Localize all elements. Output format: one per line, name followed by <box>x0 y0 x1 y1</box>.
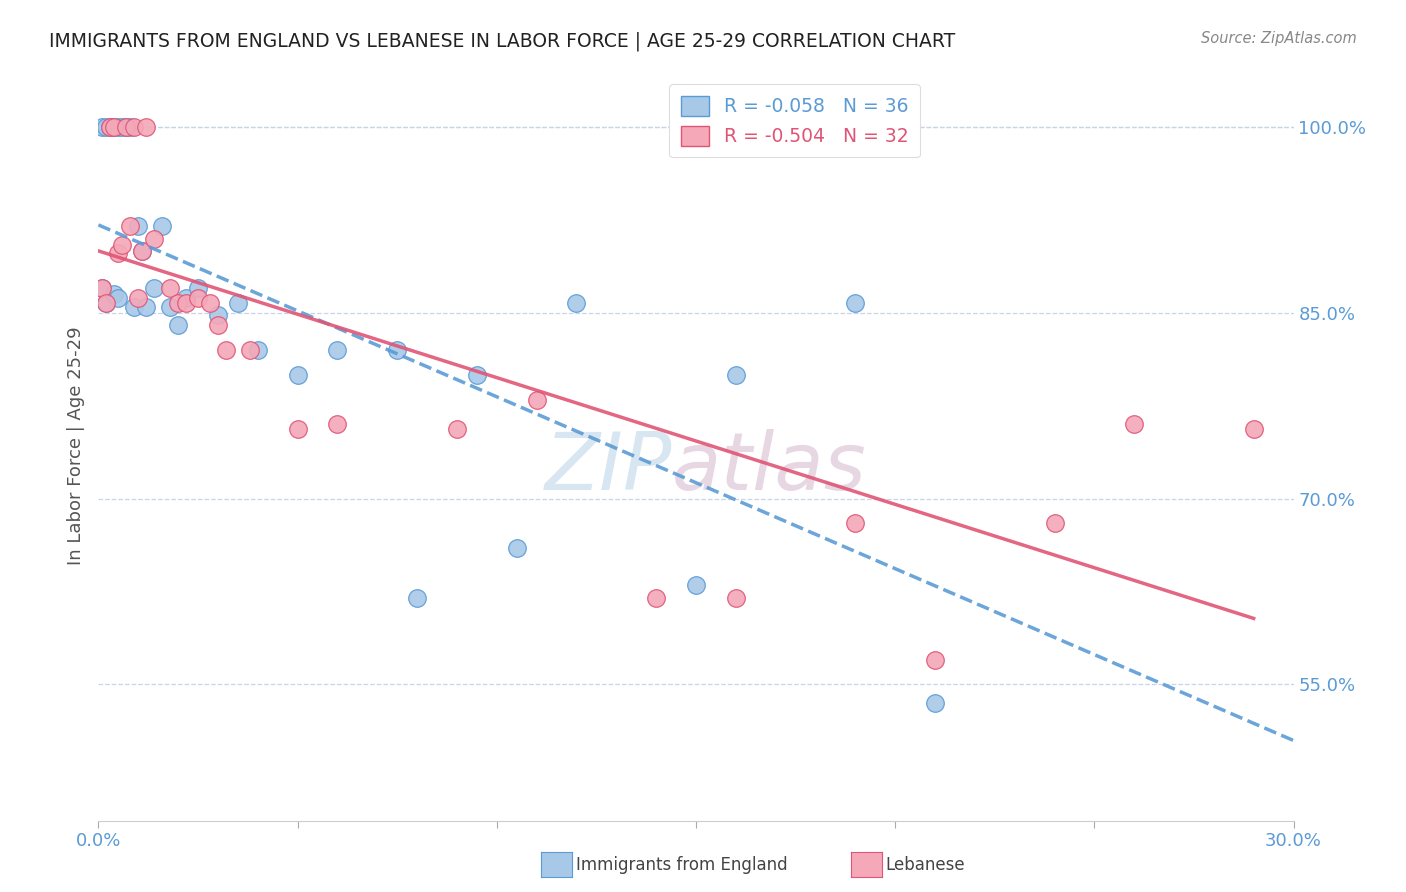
Point <box>287 368 309 382</box>
Point <box>645 591 668 605</box>
Point <box>167 318 190 333</box>
Point <box>115 120 138 134</box>
Point <box>96 296 118 310</box>
Point <box>198 296 221 310</box>
Point <box>465 368 488 382</box>
Point <box>187 281 209 295</box>
Point <box>107 291 129 305</box>
Point <box>724 368 747 382</box>
Point <box>506 541 529 556</box>
Point <box>287 422 309 436</box>
Point <box>111 120 134 134</box>
Point <box>103 120 125 134</box>
Point <box>98 120 122 134</box>
Point <box>150 219 173 234</box>
Point <box>1043 516 1066 531</box>
Point <box>406 591 429 605</box>
Point <box>159 300 181 314</box>
Point <box>924 653 946 667</box>
Point <box>135 300 157 314</box>
Point <box>174 291 197 305</box>
Text: Source: ZipAtlas.com: Source: ZipAtlas.com <box>1201 31 1357 46</box>
Point <box>96 296 118 310</box>
Point <box>215 343 238 357</box>
Text: ZIP: ZIP <box>544 429 672 508</box>
Point <box>239 343 262 357</box>
Point <box>124 300 146 314</box>
Point <box>207 318 229 333</box>
Point <box>1123 417 1146 432</box>
Point <box>135 120 157 134</box>
Point <box>167 296 190 310</box>
Text: atlas: atlas <box>672 429 868 508</box>
Point <box>98 120 122 134</box>
Point <box>159 281 181 295</box>
Point <box>91 120 114 134</box>
Point <box>103 120 125 134</box>
Point <box>724 591 747 605</box>
Point <box>326 417 349 432</box>
Point <box>685 578 707 592</box>
Text: Lebanese: Lebanese <box>886 856 966 874</box>
Point <box>246 343 269 357</box>
Point <box>326 343 349 357</box>
Point <box>103 287 125 301</box>
Point <box>127 291 149 305</box>
Point <box>385 343 409 357</box>
Text: Immigrants from England: Immigrants from England <box>576 856 789 874</box>
Point <box>131 244 153 258</box>
Point <box>446 422 468 436</box>
Point <box>565 296 588 310</box>
Point <box>844 296 866 310</box>
Legend: R = -0.058   N = 36, R = -0.504   N = 32: R = -0.058 N = 36, R = -0.504 N = 32 <box>669 85 920 157</box>
Point <box>1243 422 1265 436</box>
Point <box>127 219 149 234</box>
Point <box>844 516 866 531</box>
Point <box>91 281 114 295</box>
Point <box>143 281 166 295</box>
Point <box>120 120 142 134</box>
Point <box>174 296 197 310</box>
Point <box>226 296 249 310</box>
Point <box>120 219 142 234</box>
Point <box>124 120 146 134</box>
Point <box>526 392 548 407</box>
Point <box>107 246 129 260</box>
Text: IMMIGRANTS FROM ENGLAND VS LEBANESE IN LABOR FORCE | AGE 25-29 CORRELATION CHART: IMMIGRANTS FROM ENGLAND VS LEBANESE IN L… <box>49 31 956 51</box>
Point <box>131 244 153 258</box>
Point <box>207 309 229 323</box>
Point <box>924 696 946 710</box>
Point <box>143 231 166 245</box>
Point <box>91 281 114 295</box>
Point <box>187 291 209 305</box>
Y-axis label: In Labor Force | Age 25-29: In Labor Force | Age 25-29 <box>66 326 84 566</box>
Point <box>107 120 129 134</box>
Point <box>96 120 118 134</box>
Point <box>111 237 134 252</box>
Point <box>115 120 138 134</box>
